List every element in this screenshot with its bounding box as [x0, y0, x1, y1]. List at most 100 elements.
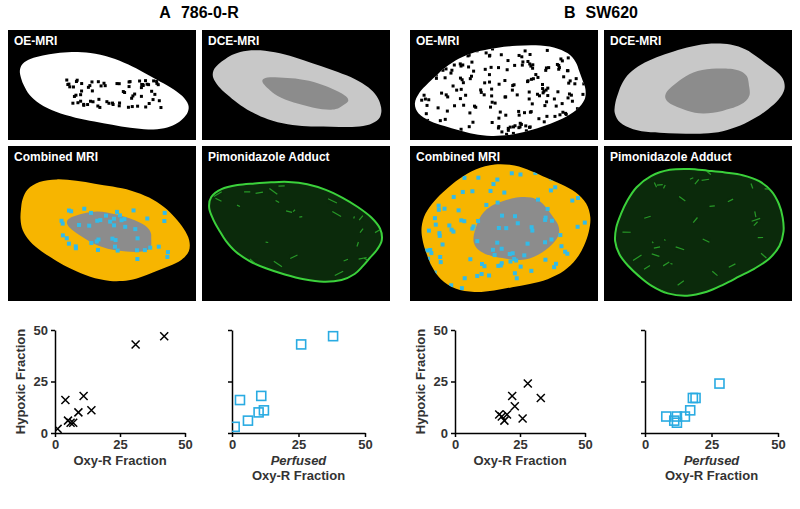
map-voxel [431, 279, 435, 283]
tick [228, 330, 232, 331]
map-voxel [111, 102, 114, 105]
map-voxel [569, 79, 572, 82]
stain-streak [622, 231, 630, 232]
map-voxel [490, 94, 493, 97]
stain-streak [695, 179, 699, 184]
panel-letter: A [159, 4, 171, 21]
tick: 50 [578, 433, 592, 452]
tumour-core [665, 68, 750, 113]
stain-streak [359, 258, 367, 260]
tick-label: 0 [229, 437, 236, 452]
map-voxel [545, 115, 548, 118]
map-voxel [497, 66, 500, 69]
map-voxel [500, 261, 504, 265]
map-voxel [504, 95, 507, 98]
tumour-map [614, 43, 784, 133]
map-voxel [524, 49, 527, 52]
map-voxel [128, 85, 131, 88]
map-voxel [523, 111, 526, 114]
map-voxel [511, 84, 514, 87]
map-voxel [90, 80, 93, 83]
stain-streak [676, 247, 685, 250]
map-voxel [476, 176, 480, 180]
image-panel: OE-MRI [410, 30, 598, 140]
map-voxel [488, 81, 491, 84]
map-voxel [491, 248, 495, 252]
map-voxel [453, 64, 456, 67]
map-voxel [513, 214, 517, 218]
map-voxel [507, 129, 510, 132]
map-voxel [66, 83, 69, 86]
map-voxel [564, 273, 568, 277]
map-voxel [433, 216, 437, 220]
point [688, 393, 697, 402]
map-voxel [585, 75, 588, 78]
stain-streak [290, 255, 297, 258]
map-voxel [556, 90, 559, 93]
map-voxel [520, 55, 523, 58]
x-axis-title: Oxy-R Fraction [665, 468, 758, 483]
point [329, 332, 338, 341]
point [87, 406, 95, 414]
map-voxel [588, 69, 591, 72]
map-voxel [455, 89, 458, 92]
stain-streak [707, 171, 711, 174]
tick: 50 [434, 323, 455, 338]
map-voxel [135, 257, 139, 261]
tick-label: 50 [434, 323, 448, 338]
stain-streak [631, 273, 632, 275]
map-voxel [425, 188, 429, 192]
map-voxel [102, 82, 105, 85]
map-voxel [460, 128, 463, 131]
tick-label: 25 [434, 374, 448, 389]
map-voxel [549, 176, 553, 180]
map-voxel [484, 68, 487, 71]
image-panel: Pimonidazole Adduct [604, 146, 792, 301]
tick-mark [451, 433, 455, 435]
map-voxel [458, 135, 461, 138]
stain-streak [663, 185, 665, 188]
y-axis [228, 331, 233, 434]
map-voxel [567, 56, 570, 59]
map-voxel [543, 240, 547, 244]
map-voxel [518, 114, 521, 117]
map-voxel [61, 233, 65, 237]
map-voxel [490, 88, 493, 91]
stain-streak [640, 173, 648, 178]
map-voxel [60, 219, 64, 223]
map-voxel [140, 83, 143, 86]
stain-streak [269, 189, 277, 195]
map-voxel [586, 96, 589, 99]
tick [228, 433, 232, 434]
stain-streak [654, 247, 660, 248]
map-voxel [487, 273, 491, 277]
map-voxel [553, 278, 557, 282]
stain-streak [357, 242, 358, 246]
map-voxel [552, 265, 556, 269]
x-axis-title: Perfused [684, 453, 741, 468]
map-voxel [504, 226, 508, 230]
point [74, 408, 82, 416]
tumour-map [415, 45, 586, 136]
image-background [202, 146, 390, 301]
stain-streak [299, 216, 302, 218]
map-voxel [439, 119, 442, 122]
map-voxel [143, 248, 147, 252]
map-voxel [451, 230, 455, 234]
map-voxel [152, 79, 155, 82]
map-voxel [468, 125, 471, 128]
stain-streak [693, 217, 697, 222]
tick-mark [51, 381, 55, 383]
map-voxel [565, 252, 569, 256]
map-voxel [521, 64, 524, 67]
map-voxel [65, 79, 68, 82]
image-label: DCE-MRI [208, 34, 259, 48]
map-voxel [496, 201, 500, 205]
tick-label: 25 [113, 437, 127, 452]
map-voxel [534, 133, 537, 136]
map-voxel [420, 66, 423, 69]
map-voxel [537, 134, 540, 137]
map-voxel [89, 211, 93, 215]
map-voxel [427, 264, 431, 268]
x-axis-title: Oxy-R Fraction [73, 453, 166, 468]
